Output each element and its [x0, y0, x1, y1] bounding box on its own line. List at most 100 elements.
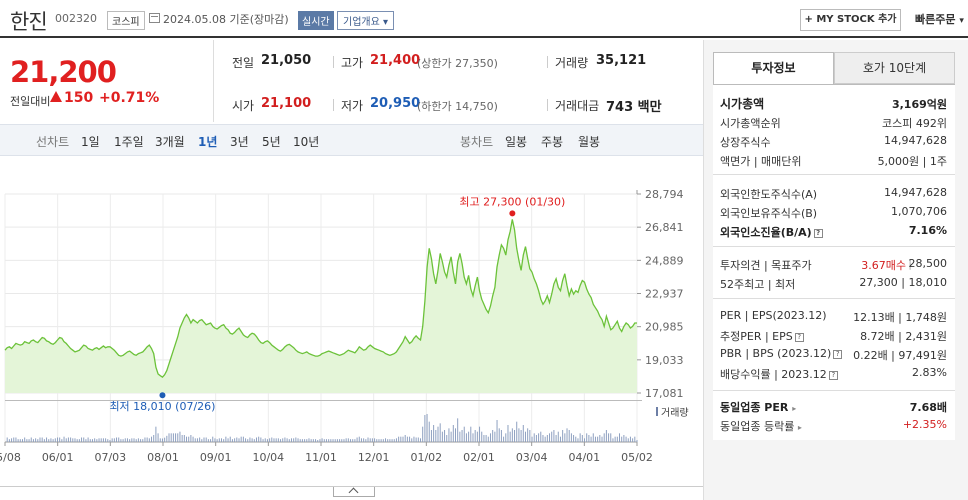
- volume-bar: [566, 428, 568, 442]
- quick-order-button[interactable]: 빠른주문 ▾: [915, 11, 964, 27]
- volume-bar: [242, 436, 244, 442]
- volume-bar: [177, 433, 179, 442]
- volume-bar: [109, 440, 111, 442]
- price-chart[interactable]: 28,794 26,841 24,889 22,937 20,985 19,033 17,0…: [0, 170, 703, 470]
- volume-bar: [15, 437, 17, 442]
- volume-bar: [94, 438, 96, 442]
- collapse-button[interactable]: [333, 487, 375, 497]
- volume-bar: [424, 415, 426, 442]
- period-1y[interactable]: 1년: [198, 135, 218, 149]
- volume-bar: [632, 438, 634, 442]
- volume-bar: [616, 436, 618, 442]
- volume-bar: [277, 438, 279, 442]
- x-tick-label: 03/04: [516, 451, 548, 464]
- sector-change-row[interactable]: 동일업종 등락률 ▸: [720, 418, 802, 434]
- volume-bar: [89, 439, 91, 442]
- volume-bar: [489, 433, 491, 442]
- volume-bar: [315, 439, 317, 442]
- volume-bar: [420, 438, 422, 442]
- help-icon[interactable]: ?: [833, 349, 843, 359]
- volume-bar: [207, 439, 209, 442]
- up-arrow-icon: [50, 91, 62, 102]
- volume-bar: [474, 430, 476, 442]
- tab-order-book[interactable]: 호가 10단계: [834, 52, 955, 84]
- candle-monthly[interactable]: 월봉: [578, 135, 601, 149]
- volume-bar: [144, 437, 146, 442]
- sector-per-row[interactable]: 동일업종 PER ▸: [720, 399, 796, 415]
- period-3y[interactable]: 3년: [230, 135, 249, 149]
- my-stock-add-button[interactable]: + MY STOCK 추가: [800, 9, 901, 31]
- volume-bar: [271, 437, 273, 442]
- volume-bar: [153, 435, 155, 442]
- chevron-right-icon: ▸: [797, 423, 802, 432]
- volume-bar: [411, 438, 413, 442]
- x-tick-label: 07/03: [94, 451, 126, 464]
- help-icon[interactable]: ?: [828, 370, 838, 380]
- volume-bar: [575, 436, 577, 442]
- volume-bar: [380, 439, 382, 442]
- period-3m[interactable]: 3개월: [155, 135, 185, 149]
- volume-bar: [137, 438, 139, 442]
- period-1w[interactable]: 1주일: [114, 135, 144, 149]
- volume-bar: [26, 439, 28, 442]
- volume-bar: [559, 436, 561, 442]
- volume-bar: [155, 426, 157, 442]
- volume-bar: [404, 435, 406, 442]
- help-icon[interactable]: ?: [813, 228, 823, 238]
- candle-weekly[interactable]: 주봉: [541, 135, 564, 149]
- volume-bar: [378, 439, 380, 442]
- volume-bar: [623, 435, 625, 442]
- volume-bar: [446, 435, 448, 442]
- volume-bar: [636, 440, 638, 442]
- volume-bar: [573, 435, 575, 442]
- prev-close-label: 전일: [232, 56, 255, 70]
- volume-bar: [253, 439, 255, 442]
- volume-bar: [116, 437, 118, 442]
- tab-divider: [713, 84, 955, 85]
- tab-invest-info[interactable]: 투자정보: [713, 52, 834, 84]
- per-value: 12.13배 | 1,748원: [853, 311, 947, 324]
- foreign-ratio-value: 7.16%: [908, 224, 947, 237]
- volume-bar: [553, 430, 555, 442]
- volume-bar: [126, 438, 128, 442]
- help-icon[interactable]: ?: [794, 332, 804, 342]
- foreign-limit-label: 외국인한도주식수(A): [720, 188, 818, 201]
- x-tick-label: 01/02: [410, 451, 442, 464]
- volume-bar: [164, 437, 166, 442]
- volume-bar: [199, 437, 201, 442]
- volume-bar: [614, 436, 616, 442]
- divider: [713, 298, 955, 299]
- open-label: 시가: [232, 99, 255, 113]
- volume-bar: [102, 438, 104, 442]
- volume-bar: [398, 436, 400, 442]
- period-5y[interactable]: 5년: [262, 135, 281, 149]
- period-10y[interactable]: 10년: [293, 135, 320, 149]
- volume-bar: [306, 439, 308, 442]
- volume-bar: [166, 435, 168, 442]
- volume-bar: [238, 438, 240, 442]
- chevron-down-icon: ▾: [959, 16, 964, 26]
- realtime-badge[interactable]: 실시간: [298, 11, 334, 30]
- period-1d[interactable]: 1일: [81, 135, 100, 149]
- volume-bar: [159, 438, 161, 442]
- line-chart-label: 선차트: [36, 135, 70, 149]
- y-tick-label: 17,081: [645, 387, 684, 400]
- volume-bar: [81, 437, 83, 442]
- volume-bar: [625, 436, 627, 442]
- candle-daily[interactable]: 일봉: [505, 135, 528, 149]
- volume-bar: [74, 438, 76, 442]
- volume-bar: [437, 426, 439, 442]
- volume-bar: [39, 437, 41, 442]
- volume-bar: [201, 439, 203, 442]
- volume-bar: [520, 430, 522, 442]
- volume-bar: [218, 438, 220, 442]
- volume-bar: [483, 435, 485, 442]
- volume-bar: [459, 431, 461, 442]
- company-overview-button[interactable]: 기업개요 ▾: [337, 11, 395, 30]
- volume-bar: [476, 431, 478, 442]
- volume-bar: [610, 433, 612, 442]
- volume-bar: [179, 431, 181, 442]
- volume-bar: [61, 439, 63, 442]
- volume-bar: [599, 435, 601, 442]
- volume-bar: [308, 438, 310, 442]
